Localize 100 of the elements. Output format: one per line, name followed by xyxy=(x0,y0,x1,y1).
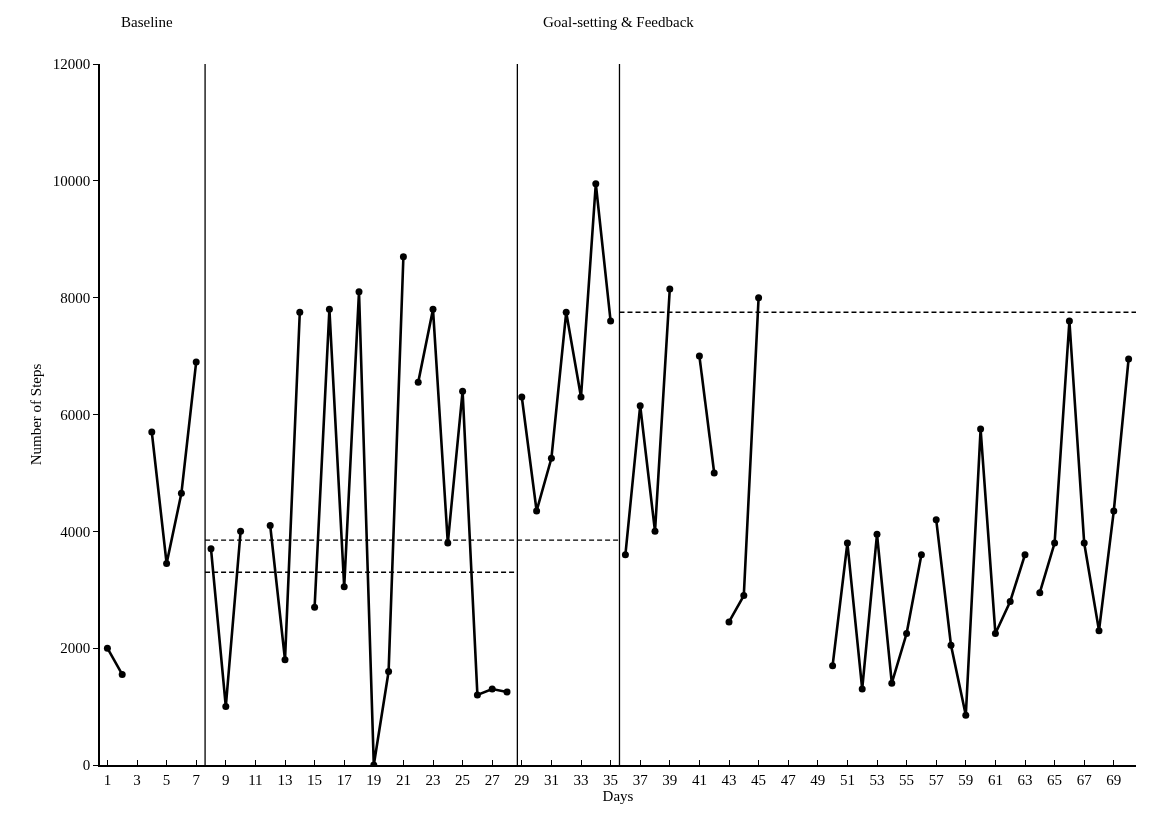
point xyxy=(148,428,156,436)
x-tick-label: 35 xyxy=(603,771,619,788)
x-tick-label: 1 xyxy=(103,771,112,788)
point xyxy=(873,530,881,538)
y-axis-title: Number of Steps xyxy=(27,363,44,466)
point xyxy=(1110,507,1118,515)
point xyxy=(488,685,496,693)
point xyxy=(1006,597,1014,605)
x-tick-label: 39 xyxy=(662,771,678,788)
x-tick-label: 59 xyxy=(958,771,974,788)
point xyxy=(858,685,866,693)
point xyxy=(562,308,570,316)
x-tick-label: 43 xyxy=(721,771,737,788)
y-tick-label: 12000 xyxy=(52,56,91,73)
text: Baseline xyxy=(121,14,173,30)
text: Goal-setting & Feedback xyxy=(543,14,695,30)
point xyxy=(222,703,230,711)
x-tick-label: 7 xyxy=(192,771,201,788)
x-tick-label: 17 xyxy=(336,771,353,788)
point xyxy=(947,641,955,649)
point xyxy=(237,527,245,535)
point xyxy=(740,592,748,600)
x-axis-title: Days xyxy=(602,788,634,805)
x-tick-label: 33 xyxy=(573,771,589,788)
x-tick-label: 25 xyxy=(455,771,471,788)
point xyxy=(843,539,851,547)
x-tick-label: 3 xyxy=(133,771,141,788)
x-tick-label: 13 xyxy=(277,771,293,788)
point xyxy=(577,393,585,401)
x-tick-label: 23 xyxy=(425,771,441,788)
x-tick-label: 55 xyxy=(899,771,915,788)
point xyxy=(296,308,304,316)
point xyxy=(503,688,511,696)
point xyxy=(385,668,393,676)
point xyxy=(932,516,940,524)
point xyxy=(118,670,126,678)
point xyxy=(429,305,437,313)
point xyxy=(888,679,896,687)
point xyxy=(1036,589,1044,597)
x-tick-label: 27 xyxy=(484,771,501,788)
point xyxy=(755,294,763,302)
point xyxy=(1125,355,1133,363)
point xyxy=(103,644,111,652)
x-tick-label: 41 xyxy=(691,771,707,788)
point xyxy=(473,691,481,699)
x-tick-label: 5 xyxy=(162,771,171,788)
point xyxy=(518,393,526,401)
point xyxy=(1095,627,1103,635)
x-tick-label: 53 xyxy=(869,771,885,788)
point xyxy=(991,630,999,638)
point xyxy=(399,253,407,261)
x-tick-label: 65 xyxy=(1047,771,1063,788)
x-tick-label: 9 xyxy=(222,771,230,788)
point xyxy=(355,288,363,296)
x-tick-label: 29 xyxy=(514,771,530,788)
point xyxy=(533,507,541,515)
x-tick-label: 47 xyxy=(780,771,797,788)
x-tick-label: 45 xyxy=(751,771,767,788)
y-tick-label: 0 xyxy=(82,757,91,774)
y-tick-label: 2000 xyxy=(60,640,91,657)
x-tick-label: 19 xyxy=(366,771,382,788)
y-tick-label: 4000 xyxy=(60,523,91,540)
x-tick-label: 57 xyxy=(928,771,945,788)
point xyxy=(340,583,348,591)
point xyxy=(903,630,911,638)
x-tick-label: 15 xyxy=(307,771,323,788)
point xyxy=(710,469,718,477)
point xyxy=(651,527,659,535)
x-tick-label: 21 xyxy=(395,771,411,788)
point xyxy=(266,521,274,529)
x-tick-label: 69 xyxy=(1106,771,1122,788)
point xyxy=(695,352,703,360)
x-tick-label: 31 xyxy=(543,771,559,788)
point xyxy=(163,559,171,567)
point xyxy=(311,603,319,611)
point xyxy=(1080,539,1088,547)
point xyxy=(621,551,629,559)
y-tick-label: 10000 xyxy=(52,173,91,190)
point xyxy=(725,618,733,626)
x-tick-label: 49 xyxy=(810,771,826,788)
point xyxy=(829,662,837,670)
y-tick-label: 6000 xyxy=(60,406,91,423)
point xyxy=(1065,317,1073,325)
x-tick-label: 37 xyxy=(632,771,649,788)
point xyxy=(592,180,600,188)
point xyxy=(607,317,615,325)
point xyxy=(414,378,422,386)
point xyxy=(281,656,289,664)
point xyxy=(666,285,674,293)
point xyxy=(459,387,467,395)
x-tick-label: 67 xyxy=(1076,771,1093,788)
y-tick-label: 8000 xyxy=(60,289,91,306)
point xyxy=(1021,551,1029,559)
point xyxy=(917,551,925,559)
x-tick-label: 11 xyxy=(248,771,263,788)
point xyxy=(207,545,215,553)
point xyxy=(177,489,185,497)
x-tick-label: 61 xyxy=(987,771,1003,788)
point xyxy=(962,711,970,719)
point xyxy=(192,358,200,366)
